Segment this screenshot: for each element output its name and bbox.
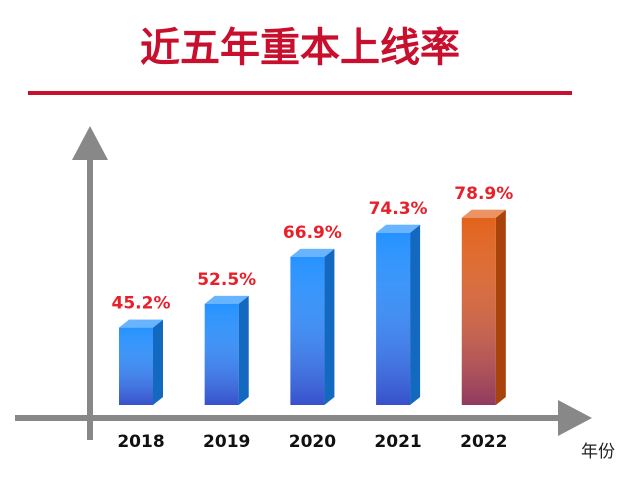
bar-side bbox=[238, 295, 249, 405]
bar-side bbox=[324, 248, 335, 405]
bar-top-light bbox=[461, 209, 506, 218]
bar-top bbox=[204, 295, 249, 304]
value-label: 45.2% bbox=[112, 294, 171, 314]
bar-side bbox=[153, 319, 163, 405]
bar-side bbox=[495, 209, 506, 405]
bar-side-shade bbox=[153, 319, 163, 405]
x-tick-label: 2021 bbox=[374, 432, 421, 452]
y-axis-arrow bbox=[72, 126, 108, 160]
bar-top-light bbox=[119, 319, 163, 328]
bar-top bbox=[376, 224, 421, 233]
bar-side-shade bbox=[238, 295, 249, 405]
bar-top-light bbox=[376, 224, 421, 233]
bar-top bbox=[461, 209, 506, 218]
bar-side-shade bbox=[324, 248, 335, 405]
bar-shade bbox=[376, 232, 411, 405]
title-rule bbox=[28, 91, 572, 95]
x-axis-arrow bbox=[558, 400, 592, 436]
x-tick-label: 2019 bbox=[203, 432, 250, 452]
bar-shade bbox=[204, 303, 239, 405]
x-tick-label: 2020 bbox=[289, 432, 336, 452]
bar-shade bbox=[290, 256, 325, 405]
bar-top bbox=[119, 319, 163, 328]
bar-shade bbox=[119, 327, 153, 405]
bar-side-shade bbox=[495, 209, 506, 405]
x-tick-label: 2022 bbox=[460, 432, 507, 452]
bar-side-shade bbox=[410, 224, 421, 405]
bar-top bbox=[290, 248, 335, 257]
bar-side bbox=[410, 224, 421, 405]
chart-title: 近五年重本上线率 bbox=[140, 25, 460, 71]
x-tick-label: 2018 bbox=[117, 432, 164, 452]
bar-top-light bbox=[204, 295, 249, 304]
value-label: 74.3% bbox=[369, 199, 428, 219]
value-label: 78.9% bbox=[454, 184, 513, 204]
x-axis-label: 年份 bbox=[581, 442, 615, 462]
value-label: 66.9% bbox=[283, 223, 342, 243]
bar-shade bbox=[461, 217, 496, 405]
value-label: 52.5% bbox=[197, 270, 256, 290]
bar-top-light bbox=[290, 248, 335, 257]
